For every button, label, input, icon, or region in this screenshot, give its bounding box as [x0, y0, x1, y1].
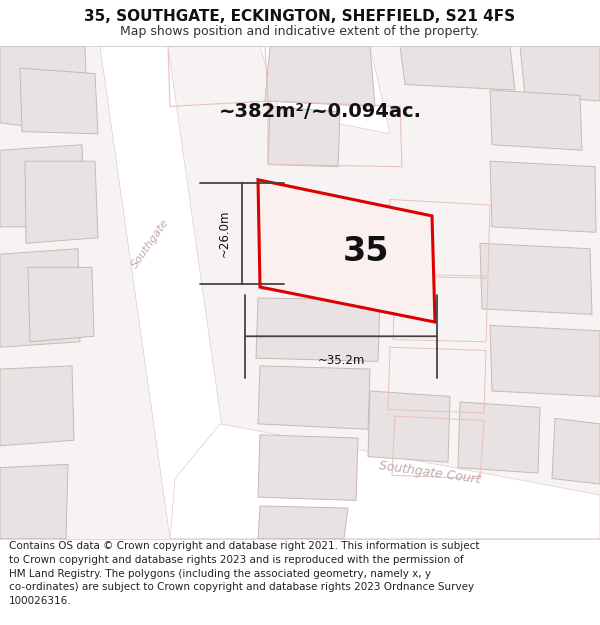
Polygon shape — [0, 464, 68, 539]
Polygon shape — [256, 298, 380, 361]
Polygon shape — [368, 391, 450, 462]
Polygon shape — [520, 46, 600, 101]
Polygon shape — [100, 46, 238, 539]
Polygon shape — [490, 90, 582, 150]
Polygon shape — [265, 46, 375, 106]
Text: Southgate Court: Southgate Court — [379, 459, 482, 487]
Polygon shape — [258, 506, 348, 539]
Polygon shape — [25, 161, 98, 243]
Polygon shape — [258, 366, 370, 429]
Polygon shape — [0, 46, 88, 134]
Polygon shape — [170, 424, 600, 539]
Polygon shape — [260, 46, 390, 134]
Polygon shape — [258, 216, 392, 292]
Text: ~382m²/~0.094ac.: ~382m²/~0.094ac. — [218, 102, 421, 121]
Polygon shape — [0, 366, 74, 446]
Polygon shape — [490, 161, 596, 232]
Polygon shape — [28, 268, 94, 342]
Text: 35: 35 — [343, 234, 389, 268]
Text: ~35.2m: ~35.2m — [317, 354, 365, 367]
Polygon shape — [258, 435, 358, 501]
Polygon shape — [0, 145, 84, 227]
Polygon shape — [552, 418, 600, 484]
Polygon shape — [458, 402, 540, 473]
Text: ~26.0m: ~26.0m — [218, 209, 230, 257]
Polygon shape — [400, 46, 515, 90]
Text: Southgate: Southgate — [130, 217, 170, 269]
Text: Contains OS data © Crown copyright and database right 2021. This information is : Contains OS data © Crown copyright and d… — [9, 541, 479, 606]
Polygon shape — [0, 249, 80, 348]
Text: Map shows position and indicative extent of the property.: Map shows position and indicative extent… — [120, 25, 480, 38]
Polygon shape — [490, 326, 600, 396]
Polygon shape — [20, 68, 98, 134]
Polygon shape — [480, 243, 592, 314]
Polygon shape — [268, 106, 340, 167]
Text: 35, SOUTHGATE, ECKINGTON, SHEFFIELD, S21 4FS: 35, SOUTHGATE, ECKINGTON, SHEFFIELD, S21… — [85, 9, 515, 24]
Polygon shape — [258, 180, 435, 322]
